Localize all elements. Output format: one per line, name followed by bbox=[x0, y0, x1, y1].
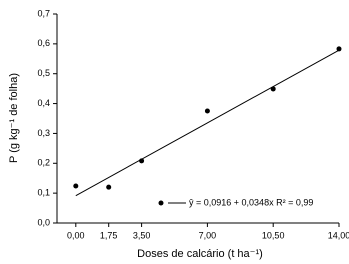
legend-label: ŷ = 0,0916 + 0,0348x R² = 0,99 bbox=[189, 197, 313, 207]
y-tick-label: 0,0 bbox=[37, 217, 50, 227]
y-tick-label: 0,3 bbox=[37, 128, 50, 138]
x-tick-label: 14,00 bbox=[328, 230, 349, 240]
y-tick-label: 0,5 bbox=[37, 68, 50, 78]
x-tick-label: 0,00 bbox=[67, 230, 85, 240]
x-tick-label: 1,75 bbox=[100, 230, 118, 240]
regression-line bbox=[75, 49, 340, 197]
y-tick-label: 0,1 bbox=[37, 188, 50, 198]
data-point bbox=[204, 108, 210, 114]
legend-marker bbox=[158, 200, 164, 206]
y-tick-label: 0,6 bbox=[37, 38, 50, 48]
data-point bbox=[106, 184, 112, 190]
data-point bbox=[336, 46, 342, 52]
x-tick-label: 7,00 bbox=[199, 230, 217, 240]
y-tick-label: 0,7 bbox=[37, 8, 50, 18]
data-point bbox=[270, 86, 276, 92]
x-tick-label: 10,50 bbox=[262, 230, 285, 240]
y-tick-label: 0,4 bbox=[37, 98, 50, 108]
x-axis-title: Doses de calcário (t ha⁻¹) bbox=[137, 248, 263, 260]
data-point bbox=[139, 158, 145, 164]
x-tick-label: 3,50 bbox=[133, 230, 151, 240]
y-axis-title: P (g kg⁻¹ de folha) bbox=[8, 73, 20, 163]
y-tick-label: 0,2 bbox=[37, 158, 50, 168]
data-point bbox=[73, 183, 79, 189]
